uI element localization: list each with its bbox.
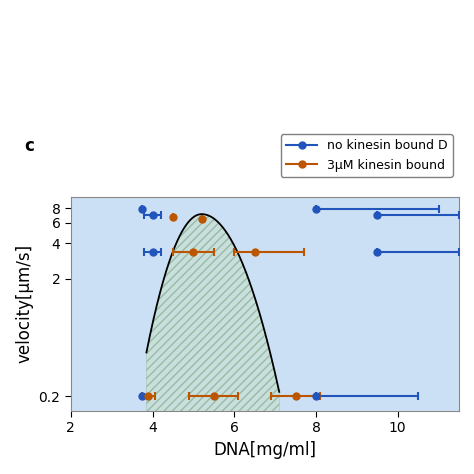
Y-axis label: velocity[μm/s]: velocity[μm/s]: [15, 244, 33, 364]
Text: c: c: [24, 137, 34, 155]
Legend: no kinesin bound D, 3μM kinesin bound: no kinesin bound D, 3μM kinesin bound: [281, 134, 453, 176]
X-axis label: DNA[mg/ml]: DNA[mg/ml]: [213, 441, 317, 459]
